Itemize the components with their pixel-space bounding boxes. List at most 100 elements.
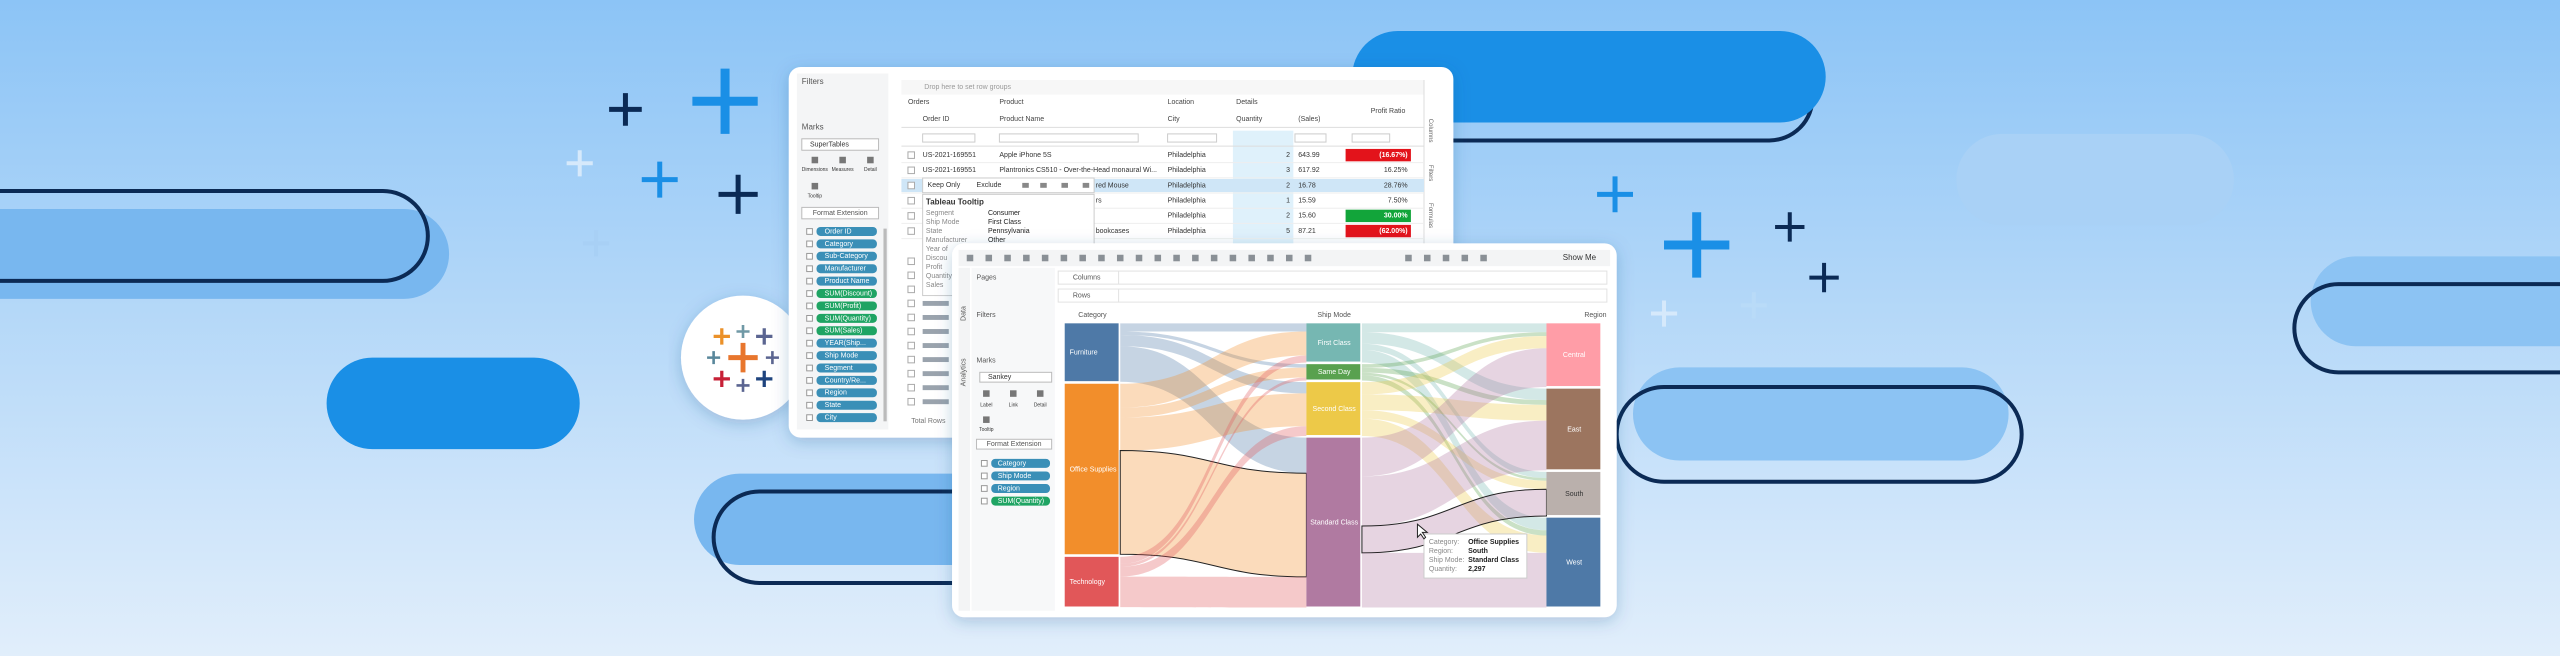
tooltip-key: Manufacturer [926, 237, 968, 244]
city: Philadelphia [1168, 182, 1206, 189]
field-checkbox [806, 339, 813, 347]
row-checkbox [907, 151, 915, 159]
node-label: Office Supplies [1070, 466, 1117, 473]
side-tab: Data [960, 306, 967, 321]
quantity: 5 [1286, 228, 1290, 235]
sankey-link [1120, 323, 1307, 332]
tooltip-button: Tooltip [808, 193, 823, 199]
column-header: Order ID [923, 116, 950, 123]
node-label: Central [1563, 352, 1586, 359]
row-checkbox [907, 397, 915, 406]
tooltip-key: Year of [926, 246, 948, 253]
plus-decoration [1775, 212, 1805, 242]
logo-cross [707, 351, 721, 365]
pill-light [1633, 367, 2009, 461]
sankey-link [1361, 348, 1547, 477]
sankey-node [1546, 471, 1601, 516]
tooltip-key: Quantity [926, 273, 953, 280]
mark-button-icon [1036, 390, 1044, 397]
field-pill-label: Manufacturer [825, 266, 867, 273]
sankey-link [1361, 332, 1547, 368]
toolbar-icon [1405, 254, 1412, 262]
field-pill-label: SUM(Discount) [825, 290, 872, 297]
field-pill [816, 351, 877, 361]
order-id-stub [922, 385, 949, 391]
shelf-label: Rows [1073, 292, 1091, 299]
row-checkbox [907, 227, 915, 235]
field-checkbox [806, 401, 813, 409]
sankey-link [1361, 323, 1547, 333]
field-pill-label: SUM(Quantity) [998, 498, 1044, 505]
tooltip-key: Ship Mode [926, 219, 960, 226]
menu-icon [1082, 182, 1090, 188]
order-id-stub [922, 315, 949, 320]
group-bar [901, 80, 1424, 95]
quantity: 2 [1286, 182, 1290, 189]
sankey-node [1306, 323, 1361, 362]
sankey-link [1120, 393, 1307, 451]
field-pill [816, 251, 877, 261]
order-id-stub [922, 399, 949, 405]
field-checkbox [806, 240, 813, 248]
mark-button: Detail [1034, 402, 1047, 408]
field-pill-label: Order ID [825, 228, 852, 235]
plus-decoration [1664, 212, 1730, 278]
tooltip-value: 2,297 [1468, 566, 1486, 573]
mark-button: Measures [832, 167, 854, 173]
field-pill-label: Sub-Category [825, 253, 869, 260]
sankey-node [1064, 323, 1119, 382]
sankey-link [1361, 375, 1547, 536]
field-pill-label: SUM(Sales) [825, 328, 863, 335]
field-pill [816, 338, 877, 348]
field-pill [991, 484, 1051, 494]
mark-button-icon [983, 390, 990, 397]
plus-decoration [1809, 262, 1839, 293]
context-menu [922, 177, 1095, 194]
logo-cross [756, 370, 773, 388]
toolbar-icon [1192, 254, 1199, 262]
profit-ratio: 16.25% [1384, 167, 1408, 174]
toolbar-icon [1210, 254, 1218, 262]
field-pill [816, 363, 877, 373]
field-checkbox [806, 265, 813, 273]
sankey-node [1306, 382, 1361, 436]
toolbar-icon [1135, 254, 1143, 262]
city: Philadelphia [1168, 198, 1206, 205]
plus-decoration [609, 93, 642, 126]
column-header: Region [1584, 312, 1606, 319]
plus-decoration [582, 230, 610, 257]
plus-decoration [692, 68, 758, 134]
node-label: Furniture [1070, 350, 1098, 357]
sankey-node [1546, 388, 1601, 470]
sankey-link [1361, 335, 1547, 395]
toolbar [958, 249, 1611, 267]
toolbar-icon [1267, 254, 1274, 262]
column-header: Category [1078, 312, 1107, 319]
toolbar-icon [1041, 254, 1049, 262]
mark-button-icon [839, 156, 846, 164]
side-tab: Columns [1427, 119, 1433, 143]
field-pill-label: Category [825, 241, 854, 248]
node-label: Same Day [1318, 369, 1351, 376]
field-pill [816, 239, 877, 249]
field-pill-label: Region [825, 390, 847, 397]
field-pill [991, 458, 1051, 468]
tooltip-value: Office Supplies [1468, 539, 1519, 546]
sankey-link [1361, 394, 1547, 421]
product-name: red Mouse [1096, 182, 1129, 189]
row-checkbox [907, 271, 915, 280]
city: Philadelphia [1168, 167, 1206, 174]
field-pill [816, 276, 877, 286]
sales: 87.21 [1298, 228, 1316, 235]
field-pill-label: City [825, 415, 838, 422]
menu-icon [1061, 182, 1068, 188]
node-label: Standard Class [1310, 519, 1358, 526]
quantity: 2 [1286, 152, 1290, 159]
sankey-link [1361, 410, 1547, 490]
tooltip-value: Pennsylvania [988, 228, 1030, 235]
row-checkbox [907, 369, 915, 378]
toolbar-icon [1154, 254, 1162, 262]
quantity: 1 [1286, 198, 1290, 205]
row-checkbox [907, 299, 915, 308]
toolbar-icon [966, 254, 974, 262]
